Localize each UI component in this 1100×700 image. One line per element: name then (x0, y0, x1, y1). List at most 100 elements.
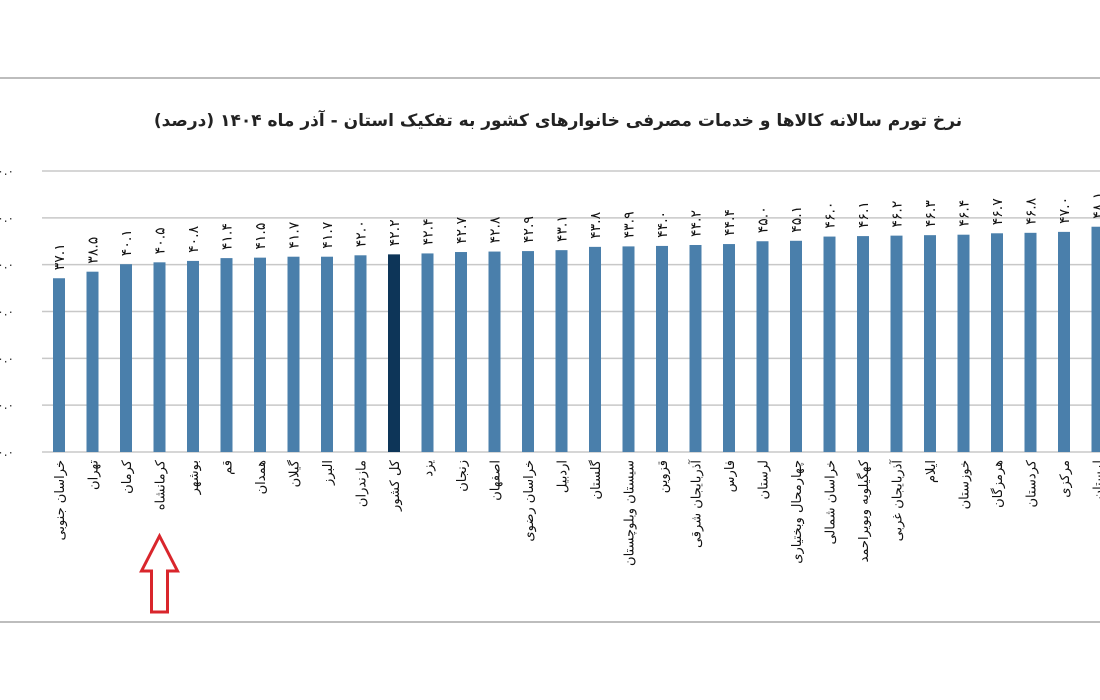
category-label: مازندران (355, 460, 370, 507)
category-label: اردبیل (556, 460, 571, 493)
y-tick-label: ۴۰.۰ (0, 258, 14, 272)
bar (287, 256, 300, 452)
category-label: آذربایجان شرقی (688, 459, 705, 548)
data-label: ۴۳.۸ (588, 211, 604, 238)
category-label: بوشهر (187, 460, 202, 495)
data-label: ۴۴.۰ (655, 211, 671, 238)
bar (656, 245, 668, 452)
bar (723, 244, 735, 452)
category-label: کل کشور (388, 459, 403, 512)
category-label: فارس (723, 460, 738, 492)
bar (53, 278, 65, 452)
bar (1058, 231, 1070, 452)
bar (120, 264, 132, 452)
y-tick-label: ۱۰.۰ (0, 398, 14, 412)
data-label: ۴۰.۱ (119, 229, 135, 256)
data-label: ۴۵.۰ (756, 206, 772, 233)
bar (455, 252, 467, 452)
bar (790, 240, 802, 452)
data-label: ۴۶.۲ (890, 201, 906, 228)
category-label: مرکزی (1058, 460, 1073, 498)
bar (890, 235, 903, 452)
data-label: ۴۱.۴ (220, 223, 236, 250)
category-label: آذربایجان غربی (889, 459, 906, 542)
data-label: ۴۲.۰ (354, 220, 370, 247)
category-label: البرز (321, 460, 336, 486)
data-label: ۴۶.۷ (990, 198, 1006, 225)
category-label: کرمانشاه (154, 459, 169, 510)
data-label: ۴۱.۷ (287, 221, 303, 248)
data-label: ۴۲.۲ (387, 219, 403, 246)
bar (321, 256, 333, 452)
bar (388, 254, 400, 452)
data-label: ۴۱.۷ (320, 221, 336, 248)
data-label: ۴۲.۴ (421, 218, 437, 245)
category-label: قم (221, 460, 236, 475)
bar (1091, 226, 1100, 452)
category-label: زنجان (455, 460, 470, 492)
bar (957, 234, 970, 452)
category-label: کرمان (120, 459, 135, 494)
bar (254, 257, 266, 452)
data-label: ۴۴.۲ (689, 210, 705, 237)
data-label: ۴۰.۵ (153, 227, 169, 254)
bar (488, 251, 501, 452)
bar (187, 260, 199, 452)
data-label: ۴۲.۹ (521, 216, 537, 243)
bar (1024, 232, 1037, 452)
category-label: همدان (254, 460, 269, 494)
category-label: گیلان (287, 459, 303, 487)
bar (86, 271, 99, 452)
category-label: ایلام (924, 460, 939, 483)
bar (756, 241, 769, 452)
data-label: ۴۰.۸ (186, 225, 202, 252)
data-label: ۴۲.۸ (488, 216, 504, 243)
category-label: قزوین (656, 460, 671, 493)
bar (589, 246, 601, 452)
data-label: ۴۵.۱ (789, 206, 805, 233)
bar (924, 235, 936, 452)
data-label: ۳۸.۵ (86, 237, 102, 264)
category-label: خراسان جنوبی (53, 460, 68, 540)
data-label: ۴۶.۳ (923, 200, 939, 227)
category-label: یزد (422, 460, 437, 477)
category-label: کهگیلویه وبویراحمد (856, 459, 872, 562)
data-label: ۴۲.۷ (454, 217, 470, 244)
category-label: کردستان (1025, 459, 1040, 507)
data-label: ۴۶.۰ (823, 202, 839, 229)
y-tick-label: ۳۰.۰ (0, 305, 14, 319)
data-label: ۳۷.۱ (52, 243, 68, 270)
category-label: گلستان (588, 459, 604, 499)
y-tick-label: ۲۰.۰ (0, 351, 14, 365)
chart-title: نرخ تورم سالانه کالاها و خدمات مصرفی خان… (154, 109, 962, 131)
bar (622, 246, 635, 452)
bar (689, 244, 702, 452)
data-label: ۴۶.۸ (1024, 197, 1040, 224)
data-label: ۴۱.۵ (253, 223, 269, 250)
data-label: ۴۳.۹ (622, 211, 638, 238)
data-label: ۴۷.۰ (1057, 197, 1073, 224)
red-arrow-annotation (139, 532, 180, 614)
data-label: ۴۴.۴ (722, 209, 738, 236)
category-label: لرستان (1092, 460, 1100, 499)
bar (555, 250, 568, 452)
category-label: تهران (87, 460, 102, 490)
bar (220, 258, 233, 452)
y-tick-label: ۵۰.۰ (0, 211, 14, 225)
data-label: ۴۸.۱ (1091, 192, 1100, 219)
bar (354, 255, 367, 452)
category-label: اصفهان (489, 460, 504, 501)
category-label: خوزستان (958, 460, 973, 509)
y-tick-label: ۶۰.۰ (0, 164, 14, 178)
data-label: ۴۳.۱ (555, 215, 571, 242)
data-label: ۴۶.۴ (957, 200, 973, 227)
category-label: لرستان (757, 460, 772, 499)
category-label: خراسان رضوی (522, 460, 537, 542)
category-label: سیستان وبلوچستان (623, 460, 638, 566)
bar (991, 233, 1003, 452)
category-label: هرمزگان (990, 460, 1006, 508)
bar (153, 262, 166, 452)
bar (522, 251, 534, 452)
bar (823, 236, 836, 452)
